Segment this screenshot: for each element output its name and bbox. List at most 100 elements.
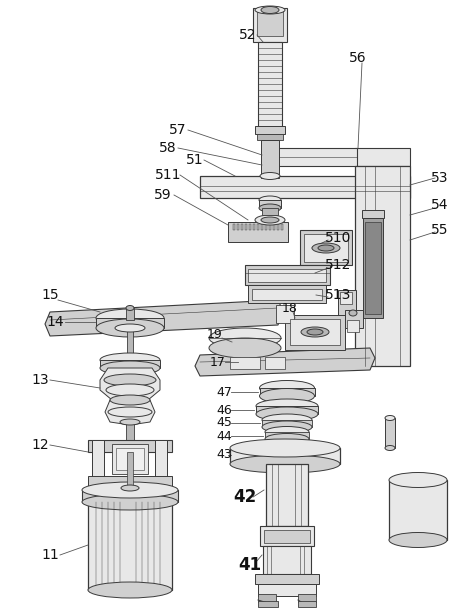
Ellipse shape xyxy=(312,243,340,253)
Ellipse shape xyxy=(82,494,178,510)
Bar xyxy=(96,318,164,328)
Bar xyxy=(276,305,294,323)
Ellipse shape xyxy=(265,433,309,444)
Bar xyxy=(345,310,363,328)
Bar xyxy=(100,360,160,368)
Text: 17: 17 xyxy=(210,356,226,368)
Bar xyxy=(261,140,279,178)
Bar xyxy=(265,224,267,230)
Text: 43: 43 xyxy=(216,448,232,461)
Ellipse shape xyxy=(106,384,154,396)
Bar xyxy=(126,422,134,452)
Bar xyxy=(127,328,133,383)
Ellipse shape xyxy=(259,196,281,204)
Bar xyxy=(258,601,278,607)
Bar xyxy=(285,315,345,350)
Bar xyxy=(264,530,310,543)
Bar xyxy=(112,444,148,474)
Text: 11: 11 xyxy=(41,548,59,562)
Bar xyxy=(338,290,356,315)
Bar xyxy=(127,452,133,488)
Bar xyxy=(300,230,352,265)
Bar xyxy=(88,502,172,590)
Bar xyxy=(88,476,172,486)
Bar xyxy=(249,224,251,230)
Ellipse shape xyxy=(256,407,318,421)
Bar xyxy=(257,134,283,140)
Text: 45: 45 xyxy=(216,417,232,430)
Bar xyxy=(248,285,326,303)
Ellipse shape xyxy=(96,319,164,337)
Text: 13: 13 xyxy=(31,373,49,387)
Bar xyxy=(200,176,410,198)
Polygon shape xyxy=(100,368,160,403)
Bar xyxy=(277,224,279,230)
Bar xyxy=(258,594,276,602)
Bar xyxy=(260,388,315,396)
Text: 512: 512 xyxy=(325,258,351,272)
Bar xyxy=(365,222,381,314)
Ellipse shape xyxy=(230,439,340,457)
Bar xyxy=(237,224,239,230)
Bar xyxy=(265,432,309,439)
Ellipse shape xyxy=(260,389,314,403)
Ellipse shape xyxy=(262,414,312,426)
Text: 53: 53 xyxy=(431,171,449,185)
Bar xyxy=(230,357,260,369)
Bar xyxy=(126,308,134,320)
Bar xyxy=(262,208,278,215)
Bar xyxy=(265,148,357,166)
Bar xyxy=(257,10,283,36)
Bar xyxy=(347,320,359,332)
Ellipse shape xyxy=(100,361,160,375)
Ellipse shape xyxy=(100,353,160,367)
Ellipse shape xyxy=(104,374,156,386)
Bar xyxy=(355,166,410,366)
Text: 15: 15 xyxy=(41,288,59,302)
Bar xyxy=(228,222,288,242)
Bar xyxy=(263,546,311,574)
Text: 58: 58 xyxy=(159,141,177,155)
Ellipse shape xyxy=(260,381,314,395)
Text: 52: 52 xyxy=(239,28,257,42)
Bar xyxy=(82,490,178,502)
Text: 51: 51 xyxy=(186,153,204,167)
Ellipse shape xyxy=(265,426,309,437)
Bar xyxy=(260,526,314,546)
Ellipse shape xyxy=(230,455,340,473)
Bar xyxy=(245,224,247,230)
Text: 55: 55 xyxy=(431,223,449,237)
Ellipse shape xyxy=(108,407,152,417)
Bar xyxy=(256,406,318,414)
Bar xyxy=(258,42,282,130)
Ellipse shape xyxy=(301,327,329,337)
Bar xyxy=(362,210,384,218)
Ellipse shape xyxy=(96,309,164,327)
Polygon shape xyxy=(105,400,155,425)
Bar xyxy=(88,440,172,452)
Bar xyxy=(252,289,322,300)
Ellipse shape xyxy=(256,399,318,413)
Ellipse shape xyxy=(209,338,281,358)
Bar xyxy=(255,126,285,134)
Ellipse shape xyxy=(82,482,178,498)
Bar xyxy=(273,224,275,230)
Bar xyxy=(290,319,340,345)
Bar xyxy=(116,448,144,470)
Text: 14: 14 xyxy=(46,315,64,329)
Bar xyxy=(265,357,285,369)
Ellipse shape xyxy=(261,7,279,13)
Bar xyxy=(92,440,104,478)
Text: 510: 510 xyxy=(325,231,351,245)
Ellipse shape xyxy=(262,421,312,433)
Text: 12: 12 xyxy=(31,438,49,452)
Ellipse shape xyxy=(255,6,285,14)
Ellipse shape xyxy=(349,310,357,316)
Bar xyxy=(304,234,348,262)
Ellipse shape xyxy=(385,445,395,450)
Bar xyxy=(269,224,271,230)
Ellipse shape xyxy=(389,472,447,488)
Ellipse shape xyxy=(307,329,323,335)
Bar xyxy=(389,480,447,540)
Bar xyxy=(281,224,283,230)
